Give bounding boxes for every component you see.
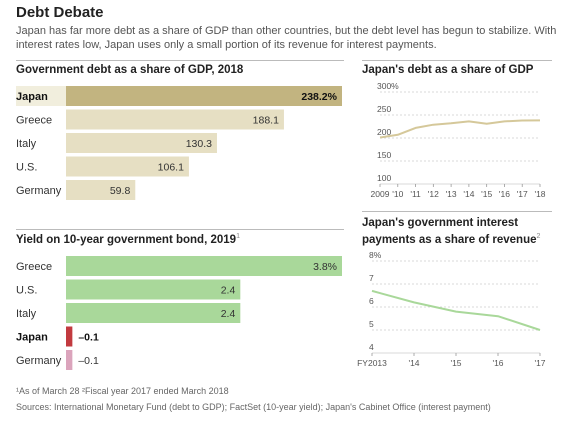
interest-title-text: Japan's government interest payments as … bbox=[362, 217, 537, 246]
debt-trend-x-tick: '12 bbox=[428, 189, 439, 199]
yield-bar-greece bbox=[66, 256, 342, 276]
debt-trend-title: Japan's debt as a share of GDP bbox=[362, 64, 534, 76]
interest-y-tick: 5 bbox=[369, 319, 374, 329]
interest-x-tick: '15 bbox=[450, 358, 461, 368]
debt-category-label: U.S. bbox=[16, 162, 37, 174]
debt-trend-x-tick: '18 bbox=[534, 189, 545, 199]
debt-trend-x-tick: '14 bbox=[463, 189, 474, 199]
yield-bar-u-s bbox=[66, 279, 241, 300]
yield-category-label: Germany bbox=[16, 355, 62, 367]
divider-debt-trend bbox=[362, 60, 552, 61]
interest-y-tick: 7 bbox=[369, 273, 374, 283]
yield-category-label: U.S. bbox=[16, 285, 37, 297]
chart-title: Debt Debate bbox=[16, 4, 104, 21]
yield-bar-chart: Greece 3.8% U.S. 2.4 Italy 2.4 Japan –0.1 German… bbox=[16, 256, 342, 370]
debt-trend-x-tick: '15 bbox=[481, 189, 492, 199]
debt-bar-greece bbox=[66, 109, 284, 130]
debt-bar-u-s bbox=[66, 156, 189, 177]
debt-trend-x-tick: '11 bbox=[410, 189, 421, 199]
debt-value-label: 130.3 bbox=[186, 138, 212, 150]
debt-value-label: 238.2% bbox=[301, 91, 337, 103]
yield-category-label: Greece bbox=[16, 261, 52, 273]
debt-value-label: 59.8 bbox=[110, 185, 131, 197]
debt-bar-italy bbox=[66, 133, 217, 153]
yield-value-label: –0.1 bbox=[78, 332, 99, 344]
debt-category-label: Germany bbox=[16, 185, 62, 197]
interest-x-tick: '14 bbox=[408, 358, 419, 368]
interest-title-note: 2 bbox=[536, 233, 541, 240]
debt-bar-germany bbox=[66, 180, 136, 200]
debt-trend-x-tick: 2009 bbox=[371, 189, 390, 199]
interest-chart-title: Japan's government interest payments as … bbox=[362, 216, 552, 247]
divider-debt bbox=[16, 60, 344, 61]
debt-line-chart: 300% 250 200 150 100 2009'10 '11 '12 '13 '14 '15 '1… bbox=[371, 81, 546, 199]
interest-x-tick: '16 bbox=[492, 358, 503, 368]
debt-chart-title: Government debt as a share of GDP, 2018 bbox=[16, 64, 244, 76]
divider-interest bbox=[362, 211, 552, 212]
debt-trend-x-tick: '10 bbox=[392, 189, 403, 199]
footnote-note: ¹As of March 28 ²Fiscal year 2017 ended … bbox=[16, 386, 229, 396]
yield-value-label: 3.8% bbox=[313, 261, 337, 273]
interest-x-tick: FY2013 bbox=[357, 358, 387, 368]
debt-trend-x-tick: '13 bbox=[446, 189, 457, 199]
yield-value-label: 2.4 bbox=[221, 308, 236, 320]
yield-chart-title: Yield on 10-year government bond, 20191 bbox=[16, 233, 240, 246]
yield-value-label: –0.1 bbox=[78, 355, 99, 367]
debt-bar-chart: Japan 238.2% Greece 188.1 Italy 130.3 U.S. 106.… bbox=[16, 86, 342, 200]
interest-y-tick: 8% bbox=[369, 250, 382, 260]
interest-y-tick: 6 bbox=[369, 296, 374, 306]
debt-trend-y-tick: 100 bbox=[377, 173, 391, 183]
footnote-sources: Sources: International Monetary Fund (de… bbox=[16, 402, 491, 412]
debt-trend-y-tick: 150 bbox=[377, 150, 391, 160]
interest-y-tick: 4 bbox=[369, 342, 374, 352]
debt-value-label: 106.1 bbox=[158, 162, 184, 174]
interest-x-tick: '17 bbox=[534, 358, 545, 368]
yield-category-label: Japan bbox=[16, 332, 48, 344]
interest-line-chart: 8% 7 6 5 4 FY2013 '14 '15 '16 '17 bbox=[357, 250, 546, 368]
debt-row-bg-germany bbox=[16, 180, 342, 200]
debt-value-label: 188.1 bbox=[253, 115, 279, 127]
debt-category-label: Japan bbox=[16, 91, 48, 103]
debt-bar-japan bbox=[66, 86, 342, 106]
yield-category-label: Italy bbox=[16, 308, 37, 320]
divider-yield bbox=[16, 229, 344, 230]
yield-title-text: Yield on 10-year government bond, 2019 bbox=[16, 233, 237, 246]
yield-bar-italy bbox=[66, 303, 241, 323]
yield-bar-japan bbox=[66, 326, 73, 347]
debt-category-label: Italy bbox=[16, 138, 37, 150]
debt-trend-y-tick: 300% bbox=[377, 81, 399, 91]
debt-category-label: Greece bbox=[16, 115, 52, 127]
interest-series-line bbox=[371, 289, 541, 331]
debt-trend-series-line bbox=[379, 119, 541, 139]
debt-trend-x-tick: '17 bbox=[517, 189, 528, 199]
yield-title-note: 1 bbox=[236, 233, 240, 240]
yield-value-label: 2.4 bbox=[221, 285, 236, 297]
yield-bar-germany bbox=[66, 350, 73, 370]
debt-trend-y-tick: 250 bbox=[377, 104, 391, 114]
debt-trend-x-tick: '16 bbox=[499, 189, 510, 199]
chart-subtitle: Japan has far more debt as a share of GD… bbox=[16, 25, 557, 51]
debt-trend-y-tick: 200 bbox=[377, 127, 391, 137]
